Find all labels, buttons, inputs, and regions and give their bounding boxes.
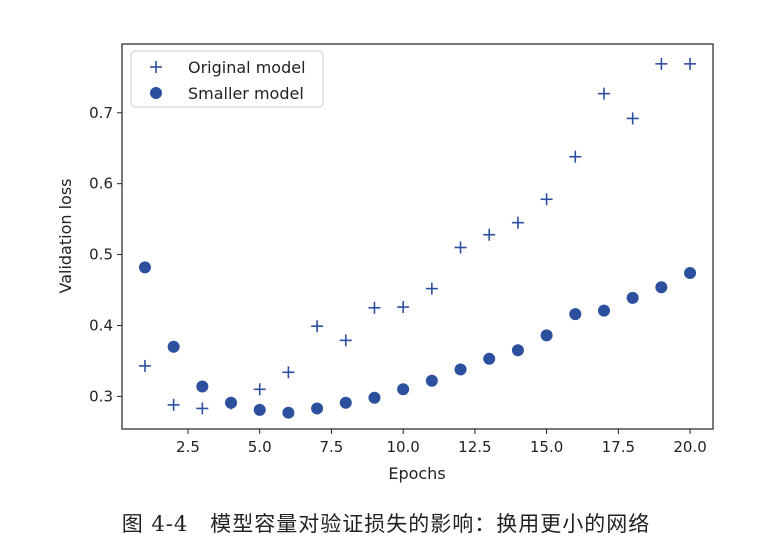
y-axis-label: Validation loss xyxy=(56,179,75,294)
legend-marker-smaller xyxy=(150,87,162,99)
original-model-point xyxy=(454,241,467,254)
y-tick-label: 0.7 xyxy=(89,104,113,122)
x-tick-label: 5.0 xyxy=(248,438,272,456)
chart-figure: 2.5 5.0 7.5 10.0 12.5 15.0 17.5 20.0 0.30.40.50… xyxy=(56,43,714,483)
smaller-model-point xyxy=(138,261,151,274)
y-tick-label: 0.3 xyxy=(89,387,113,405)
original-model-point xyxy=(339,334,352,347)
legend-marker-original xyxy=(150,61,162,73)
x-tick-label: 7.5 xyxy=(320,438,344,456)
smaller-model-point xyxy=(655,281,668,294)
smaller-model-point xyxy=(425,374,438,387)
original-model-point xyxy=(282,366,295,379)
smaller-model-point xyxy=(368,391,381,404)
legend-label-original: Original model xyxy=(188,58,306,77)
original-model-point xyxy=(196,402,209,415)
figure-caption: 图 4-4 模型容量对验证损失的影响：换用更小的网络 xyxy=(121,512,651,536)
y-axis-ticks: 0.3 0.4 0.5 0.6 0.7 xyxy=(89,104,122,405)
smaller-model-point xyxy=(684,267,697,280)
x-axis-label: Epochs xyxy=(388,464,445,483)
y-tick-label: 0.6 xyxy=(89,175,113,193)
x-tick-label: 20.0 xyxy=(673,438,706,456)
smaller-model-point xyxy=(483,352,496,365)
smaller-model-point xyxy=(597,304,610,317)
original-model-point xyxy=(425,282,438,295)
smaller-model-point xyxy=(311,402,324,415)
smaller-model-point xyxy=(196,380,209,393)
legend: Original model Smaller model xyxy=(130,50,324,108)
original-model-point xyxy=(569,150,582,163)
original-model-point xyxy=(397,301,410,314)
smaller-model-point xyxy=(511,344,524,357)
smaller-model-point xyxy=(282,406,295,419)
smaller-model-point xyxy=(253,403,266,416)
original-model-point xyxy=(511,216,524,229)
smaller-model-point xyxy=(339,396,352,409)
original-model-point xyxy=(138,359,151,372)
smaller-model-point xyxy=(167,340,180,353)
original-model-point xyxy=(253,383,266,396)
original-model-point xyxy=(684,57,697,70)
x-tick-label: 10.0 xyxy=(386,438,419,456)
series-smaller-model xyxy=(138,261,697,419)
legend-label-smaller: Smaller model xyxy=(188,84,304,103)
smaller-model-point xyxy=(397,383,410,396)
smaller-model-point xyxy=(540,329,553,342)
x-tick-label: 12.5 xyxy=(458,438,491,456)
smaller-model-point xyxy=(225,396,238,409)
plot-area xyxy=(121,43,714,430)
legend-box xyxy=(130,50,324,108)
smaller-model-point xyxy=(454,363,467,376)
original-model-point xyxy=(626,112,639,125)
original-model-point xyxy=(540,193,553,206)
x-tick-label: 15.0 xyxy=(530,438,563,456)
x-tick-label: 2.5 xyxy=(176,438,200,456)
original-model-point xyxy=(311,320,324,333)
y-tick-label: 0.4 xyxy=(89,316,113,334)
smaller-model-point xyxy=(569,308,582,321)
smaller-model-point xyxy=(626,291,639,304)
original-model-point xyxy=(368,301,381,314)
original-model-point xyxy=(167,398,180,411)
original-model-point xyxy=(655,57,668,70)
x-axis-ticks: 2.5 5.0 7.5 10.0 12.5 15.0 17.5 20.0 xyxy=(176,429,707,456)
original-model-point xyxy=(597,87,610,100)
y-tick-label: 0.5 xyxy=(89,246,113,264)
original-model-point xyxy=(483,228,496,241)
x-tick-label: 17.5 xyxy=(602,438,635,456)
